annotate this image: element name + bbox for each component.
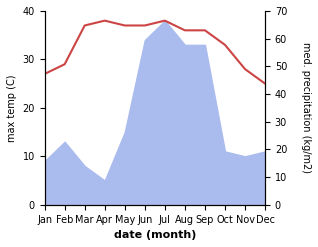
Y-axis label: med. precipitation (kg/m2): med. precipitation (kg/m2) [301, 42, 311, 173]
X-axis label: date (month): date (month) [114, 230, 196, 240]
Y-axis label: max temp (C): max temp (C) [7, 74, 17, 142]
